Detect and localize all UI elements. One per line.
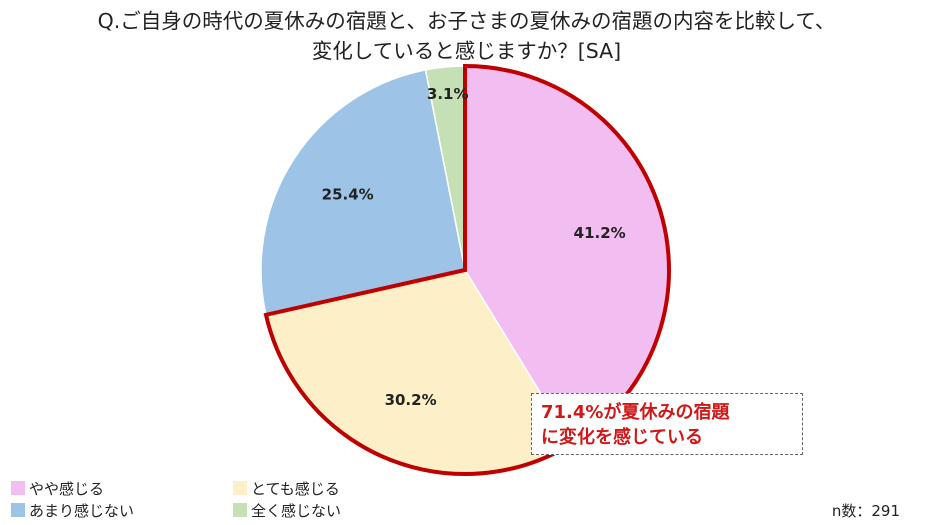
callout-line1: 71.4%が夏休みの宿題 xyxy=(541,402,730,423)
legend-swatch xyxy=(11,481,25,495)
legend-label: あまり感じない xyxy=(29,501,135,520)
legend-item-totemo: とても感じる xyxy=(233,478,340,498)
pie-data-label-1: 30.2% xyxy=(385,391,437,409)
legend-swatch xyxy=(11,503,25,517)
chart-title-line1: Q.ご自身の時代の夏休みの宿題と、お子さまの夏休みの宿題の内容を比較して、 xyxy=(97,9,836,33)
legend-swatch xyxy=(233,481,247,495)
pie-data-label-0: 41.2% xyxy=(574,224,626,242)
callout-line2: に変化を感じている xyxy=(541,427,703,448)
legend-item-amari: あまり感じない xyxy=(11,500,134,520)
legend-item-yaya: やや感じる xyxy=(11,478,104,498)
pie-slice-2 xyxy=(260,68,466,316)
pie-data-labels: 41.2% 30.2% 25.4% 3.1% xyxy=(322,85,626,409)
legend-label: やや感じる xyxy=(29,479,105,498)
pie-data-label-2: 25.4% xyxy=(322,186,374,204)
legend-label: とても感じる xyxy=(251,479,340,498)
sample-size-note: n数：291 xyxy=(831,502,900,520)
legend-item-mattaku: 全く感じない xyxy=(233,500,341,520)
highlight-callout-box: 71.4%が夏休みの宿題 に変化を感じている xyxy=(531,393,803,455)
legend-swatch xyxy=(233,503,247,517)
chart-title-line2: 変化していると感じますか？[SA] xyxy=(311,39,622,63)
pie-data-label-3: 3.1% xyxy=(427,85,469,103)
legend-label: 全く感じない xyxy=(251,501,342,520)
chart-title: Q.ご自身の時代の夏休みの宿題と、お子さまの夏休みの宿題の内容を比較して、 変化… xyxy=(0,6,933,66)
